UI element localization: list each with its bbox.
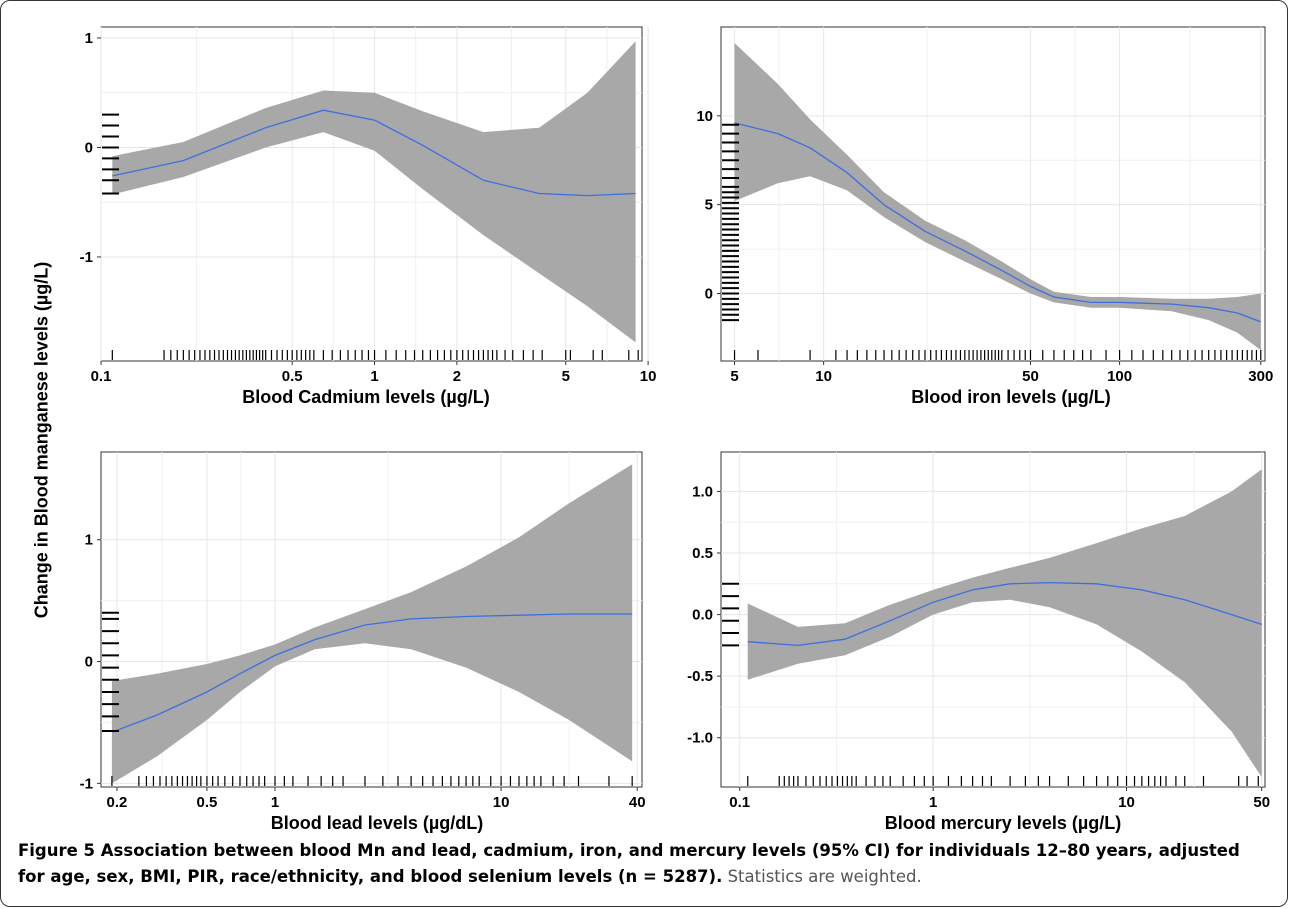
x-tick-label: 5: [562, 368, 570, 385]
y-tick-label: 1: [85, 30, 93, 47]
x-tick-label: 0.1: [91, 368, 112, 385]
caption-title: Figure 5 Association between blood Mn an…: [18, 841, 1240, 886]
x-tick-label: 10: [1118, 794, 1135, 811]
x-tick-label: 0.2: [107, 794, 128, 811]
x-tick-label: 0.5: [282, 368, 303, 385]
x-tick-label: 0.1: [729, 794, 750, 811]
panel-mercury: 0.1 1 10 50 1.0 0.5 0.0 -0.5 -1.0: [687, 451, 1270, 811]
confidence-band: [734, 43, 1261, 351]
y-tick-label: -1: [80, 775, 93, 792]
x-tick-label: 2: [453, 368, 461, 385]
y-tick-label: 0.0: [692, 607, 713, 624]
figure-caption: Figure 5 Association between blood Mn an…: [18, 838, 1268, 890]
y-tick-label: 0: [85, 139, 93, 156]
x-tick-label: 1: [271, 794, 279, 811]
y-tick-label: 1: [85, 532, 93, 549]
x-tick-label: 50: [1022, 368, 1039, 385]
x-tick-label: 50: [1253, 794, 1270, 811]
y-tick-label: -0.5: [687, 668, 713, 685]
x-tick-label: 5: [730, 368, 738, 385]
x-axis-title-iron: Blood iron levels (µg/L): [911, 387, 1111, 407]
confidence-band: [747, 469, 1262, 778]
x-tick-label: 10: [493, 794, 510, 811]
y-tick-label: 1.0: [692, 483, 713, 500]
fit-line: [112, 109, 636, 197]
fit-line: [111, 613, 633, 733]
x-axis-title-lead: Blood lead levels (µg/dL): [270, 813, 484, 833]
fit-line: [734, 122, 1262, 323]
x-tick-label: 40: [629, 794, 646, 811]
caption-note: Statistics are weighted.: [722, 867, 922, 886]
x-axis-title-mercury: Blood mercury levels (µg/L): [884, 813, 1122, 833]
fit-line: [747, 581, 1262, 647]
y-tick-label: -1.0: [687, 730, 713, 747]
x-tick-label: 10: [815, 368, 832, 385]
y-tick-label: 5: [705, 197, 713, 214]
y-tick-label: 0: [85, 654, 93, 671]
x-tick-label: 0.5: [197, 794, 218, 811]
y-tick-label: 0: [705, 285, 713, 302]
x-tick-label: 1: [929, 794, 937, 811]
y-tick-label: 0.5: [692, 545, 713, 562]
x-tick-label: 300: [1248, 368, 1273, 385]
y-tick-label: -1: [80, 249, 93, 266]
x-tick-label: 10: [640, 368, 657, 385]
y-tick-label: 10: [696, 108, 713, 125]
x-axis-title-cadmium: Blood Cadmium levels (µg/L): [242, 387, 490, 407]
x-tick-label: 1: [370, 368, 378, 385]
x-tick-label: 100: [1107, 368, 1132, 385]
